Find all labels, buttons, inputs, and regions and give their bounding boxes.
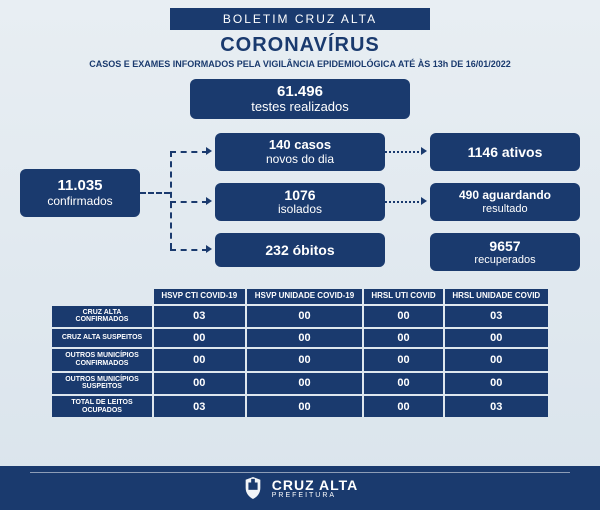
table-cell: 00 xyxy=(154,329,245,347)
crest-icon xyxy=(242,475,264,501)
row-header: CRUZ ALTA SUSPEITOS xyxy=(52,329,152,347)
table-cell: 00 xyxy=(364,306,442,327)
table-cell: 00 xyxy=(445,349,548,370)
footer: CRUZ ALTA PREFEITURA xyxy=(0,466,600,510)
row-header: CRUZ ALTA CONFIRMADOS xyxy=(52,306,152,327)
active-value: 1146 ativos xyxy=(468,144,543,160)
col-header: HRSL UNIDADE COVID xyxy=(445,289,548,304)
arrow-icon xyxy=(206,245,212,253)
confirmed-label: confirmados xyxy=(47,195,112,209)
awaiting-value: 490 aguardando xyxy=(459,189,551,203)
page-title: CORONAVÍRUS xyxy=(0,34,600,57)
table-cell: 00 xyxy=(154,349,245,370)
table-cell: 00 xyxy=(247,396,363,417)
tests-value: 61.496 xyxy=(277,83,323,100)
col-header: HSVP CTI COVID-19 xyxy=(154,289,245,304)
arrow-icon xyxy=(206,147,212,155)
footer-sub: PREFEITURA xyxy=(272,492,359,499)
row-header: TOTAL DE LEITOS OCUPADOS xyxy=(52,396,152,417)
isolated-label: isolados xyxy=(278,203,322,217)
table-cell: 00 xyxy=(247,329,363,347)
table-cell: 00 xyxy=(364,396,442,417)
footer-divider xyxy=(30,472,570,473)
new-cases-value: 140 casos xyxy=(269,138,331,153)
table-corner xyxy=(52,289,152,304)
table-cell: 00 xyxy=(364,349,442,370)
table-cell: 00 xyxy=(364,373,442,394)
table-cell: 00 xyxy=(247,373,363,394)
connector xyxy=(170,201,208,203)
table-row: TOTAL DE LEITOS OCUPADOS03000003 xyxy=(52,396,548,417)
isolated-value: 1076 xyxy=(284,187,315,203)
connector xyxy=(170,249,208,251)
header-banner: BOLETIM CRUZ ALTA xyxy=(170,8,430,30)
page-subtitle: CASOS E EXAMES INFORMADOS PELA VIGILÂNCI… xyxy=(0,59,600,69)
box-new-cases: 140 casos novos do dia xyxy=(215,133,385,171)
connector xyxy=(170,151,172,249)
recovered-label: recuperados xyxy=(474,254,535,267)
arrow-icon xyxy=(421,147,427,155)
table-cell: 03 xyxy=(154,396,245,417)
arrow-icon xyxy=(206,197,212,205)
table-cell: 00 xyxy=(247,349,363,370)
footer-text: CRUZ ALTA PREFEITURA xyxy=(272,478,359,499)
deaths-value: 232 óbitos xyxy=(265,242,334,258)
hospital-table: HSVP CTI COVID-19 HSVP UNIDADE COVID-19 … xyxy=(50,287,550,419)
row-header: OUTROS MUNICÍPIOS SUSPEITOS xyxy=(52,373,152,394)
connector xyxy=(170,151,208,153)
table-cell: 00 xyxy=(445,373,548,394)
box-awaiting: 490 aguardando resultado xyxy=(430,183,580,221)
col-header: HSVP UNIDADE COVID-19 xyxy=(247,289,363,304)
table-row: CRUZ ALTA CONFIRMADOS03000003 xyxy=(52,306,548,327)
awaiting-label: resultado xyxy=(482,203,527,216)
new-cases-label: novos do dia xyxy=(266,153,334,167)
connector xyxy=(385,151,423,153)
box-isolated: 1076 isolados xyxy=(215,183,385,221)
table-cell: 00 xyxy=(364,329,442,347)
table-row: CRUZ ALTA SUSPEITOS00000000 xyxy=(52,329,548,347)
arrow-icon xyxy=(421,197,427,205)
table-cell: 03 xyxy=(445,396,548,417)
table-row: OUTROS MUNICÍPIOS CONFIRMADOS00000000 xyxy=(52,349,548,370)
table-cell: 00 xyxy=(445,329,548,347)
box-tests: 61.496 testes realizados xyxy=(190,79,410,119)
table-cell: 03 xyxy=(445,306,548,327)
col-header: HRSL UTI COVID xyxy=(364,289,442,304)
connector xyxy=(385,201,423,203)
footer-name: CRUZ ALTA xyxy=(272,478,359,492)
table-row: OUTROS MUNICÍPIOS SUSPEITOS00000000 xyxy=(52,373,548,394)
box-confirmed: 11.035 confirmados xyxy=(20,169,140,217)
box-deaths: 232 óbitos xyxy=(215,233,385,267)
box-recovered: 9657 recuperados xyxy=(430,233,580,271)
table-cell: 00 xyxy=(154,373,245,394)
row-header: OUTROS MUNICÍPIOS CONFIRMADOS xyxy=(52,349,152,370)
table-cell: 00 xyxy=(247,306,363,327)
stats-diagram: 61.496 testes realizados 11.035 confirma… xyxy=(20,79,580,279)
tests-label: testes realizados xyxy=(251,100,349,115)
recovered-value: 9657 xyxy=(489,238,520,254)
connector xyxy=(140,192,170,194)
table-cell: 03 xyxy=(154,306,245,327)
confirmed-value: 11.035 xyxy=(57,177,102,194)
box-active: 1146 ativos xyxy=(430,133,580,171)
